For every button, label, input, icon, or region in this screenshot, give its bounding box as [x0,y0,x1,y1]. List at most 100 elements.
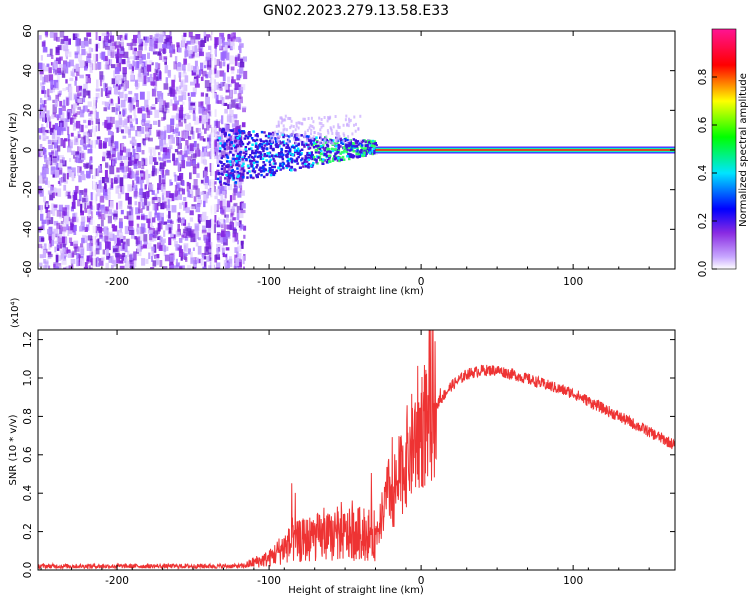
transition-cell [357,155,361,158]
noise-cell [195,53,200,58]
noise-cell [96,256,99,261]
noise-cell [67,166,72,170]
noise-cell [174,149,179,153]
transition-cell [262,169,266,173]
noise-cell [136,215,140,220]
noise-cell [117,152,123,161]
noise-cell [161,179,166,185]
noise-cell [152,147,156,157]
transition-cell [303,158,307,162]
noise-cell [166,124,172,133]
transition-cell [267,136,270,139]
noise-cell [51,55,54,59]
transition-cell [356,147,359,150]
noise-cell [75,120,81,129]
noise-cell [101,101,107,105]
noise-cell [193,76,198,81]
noise-cell [96,203,100,210]
noise-cell [173,89,177,95]
noise-cell [230,38,235,47]
y-tick-label: 0.4 [22,485,34,502]
noise-cell [102,141,107,148]
noise-cell [68,226,71,233]
transition-cell [353,146,357,149]
transition-cell [265,154,269,158]
transition-cell [336,141,339,145]
transition-cell [320,144,323,148]
transition-cell [261,166,265,169]
noise-cell [150,218,153,227]
noise-cell [96,136,101,140]
noise-cell [181,88,186,96]
noise-cell [75,76,78,81]
noise-cell [193,140,197,150]
noise-cell [129,230,134,235]
noise-cell [65,61,71,68]
noise-cell [80,170,85,175]
noise-cell [48,265,51,269]
noise-cell [43,47,48,51]
noise-cell [183,32,187,37]
noise-cell [99,207,102,215]
noise-cell [147,52,150,59]
transition-cell [323,159,326,162]
transition-cell [238,141,242,145]
noise-cell [81,237,85,244]
noise-cell [187,156,192,161]
noise-cell [62,207,67,216]
halo-cell [357,127,360,131]
transition-cell [246,142,250,146]
noise-cell [225,95,230,100]
noise-cell [168,69,171,78]
transition-cell [224,134,227,138]
noise-cell [60,251,65,260]
noise-cell [179,173,184,180]
transition-cell [255,166,258,169]
noise-cell [208,45,212,50]
noise-cell [105,57,110,65]
transition-cell [297,142,301,146]
noise-cell [43,149,47,159]
transition-cell [294,168,297,172]
noise-cell [166,152,171,159]
noise-cell [153,120,158,125]
noise-cell [80,89,85,97]
transition-cell [237,157,241,160]
transition-cell [289,157,293,160]
halo-cell [327,131,330,135]
halo-cell [349,118,352,122]
noise-cell [145,258,149,264]
transition-cell [244,148,247,151]
noise-cell [53,61,59,69]
noise-cell [161,117,165,121]
noise-cell [169,45,174,54]
noise-cell [198,101,203,107]
noise-cell [204,166,208,172]
noise-cell [83,135,86,144]
noise-cell [96,79,99,88]
transition-cell [271,154,274,157]
noise-cell [226,178,230,183]
transition-cell [322,158,325,161]
noise-cell [39,262,43,267]
noise-cell [174,56,178,65]
noise-cell [62,255,66,261]
noise-cell [104,137,109,142]
snr-series-line [38,330,675,570]
noise-cell [157,119,161,127]
transition-cell [308,157,311,160]
noise-cell [78,175,82,183]
noise-cell [42,126,45,136]
noise-cell [150,267,155,269]
noise-cell [192,266,197,269]
noise-cell [205,122,210,131]
noise-cell [109,231,113,238]
noise-cell [91,211,94,219]
noise-cell [88,118,93,122]
transition-cell [360,149,363,152]
transition-cell [259,151,262,154]
noise-cell [178,119,183,127]
noise-cell [216,155,220,165]
noise-cell [135,154,140,159]
noise-cell [115,105,121,112]
